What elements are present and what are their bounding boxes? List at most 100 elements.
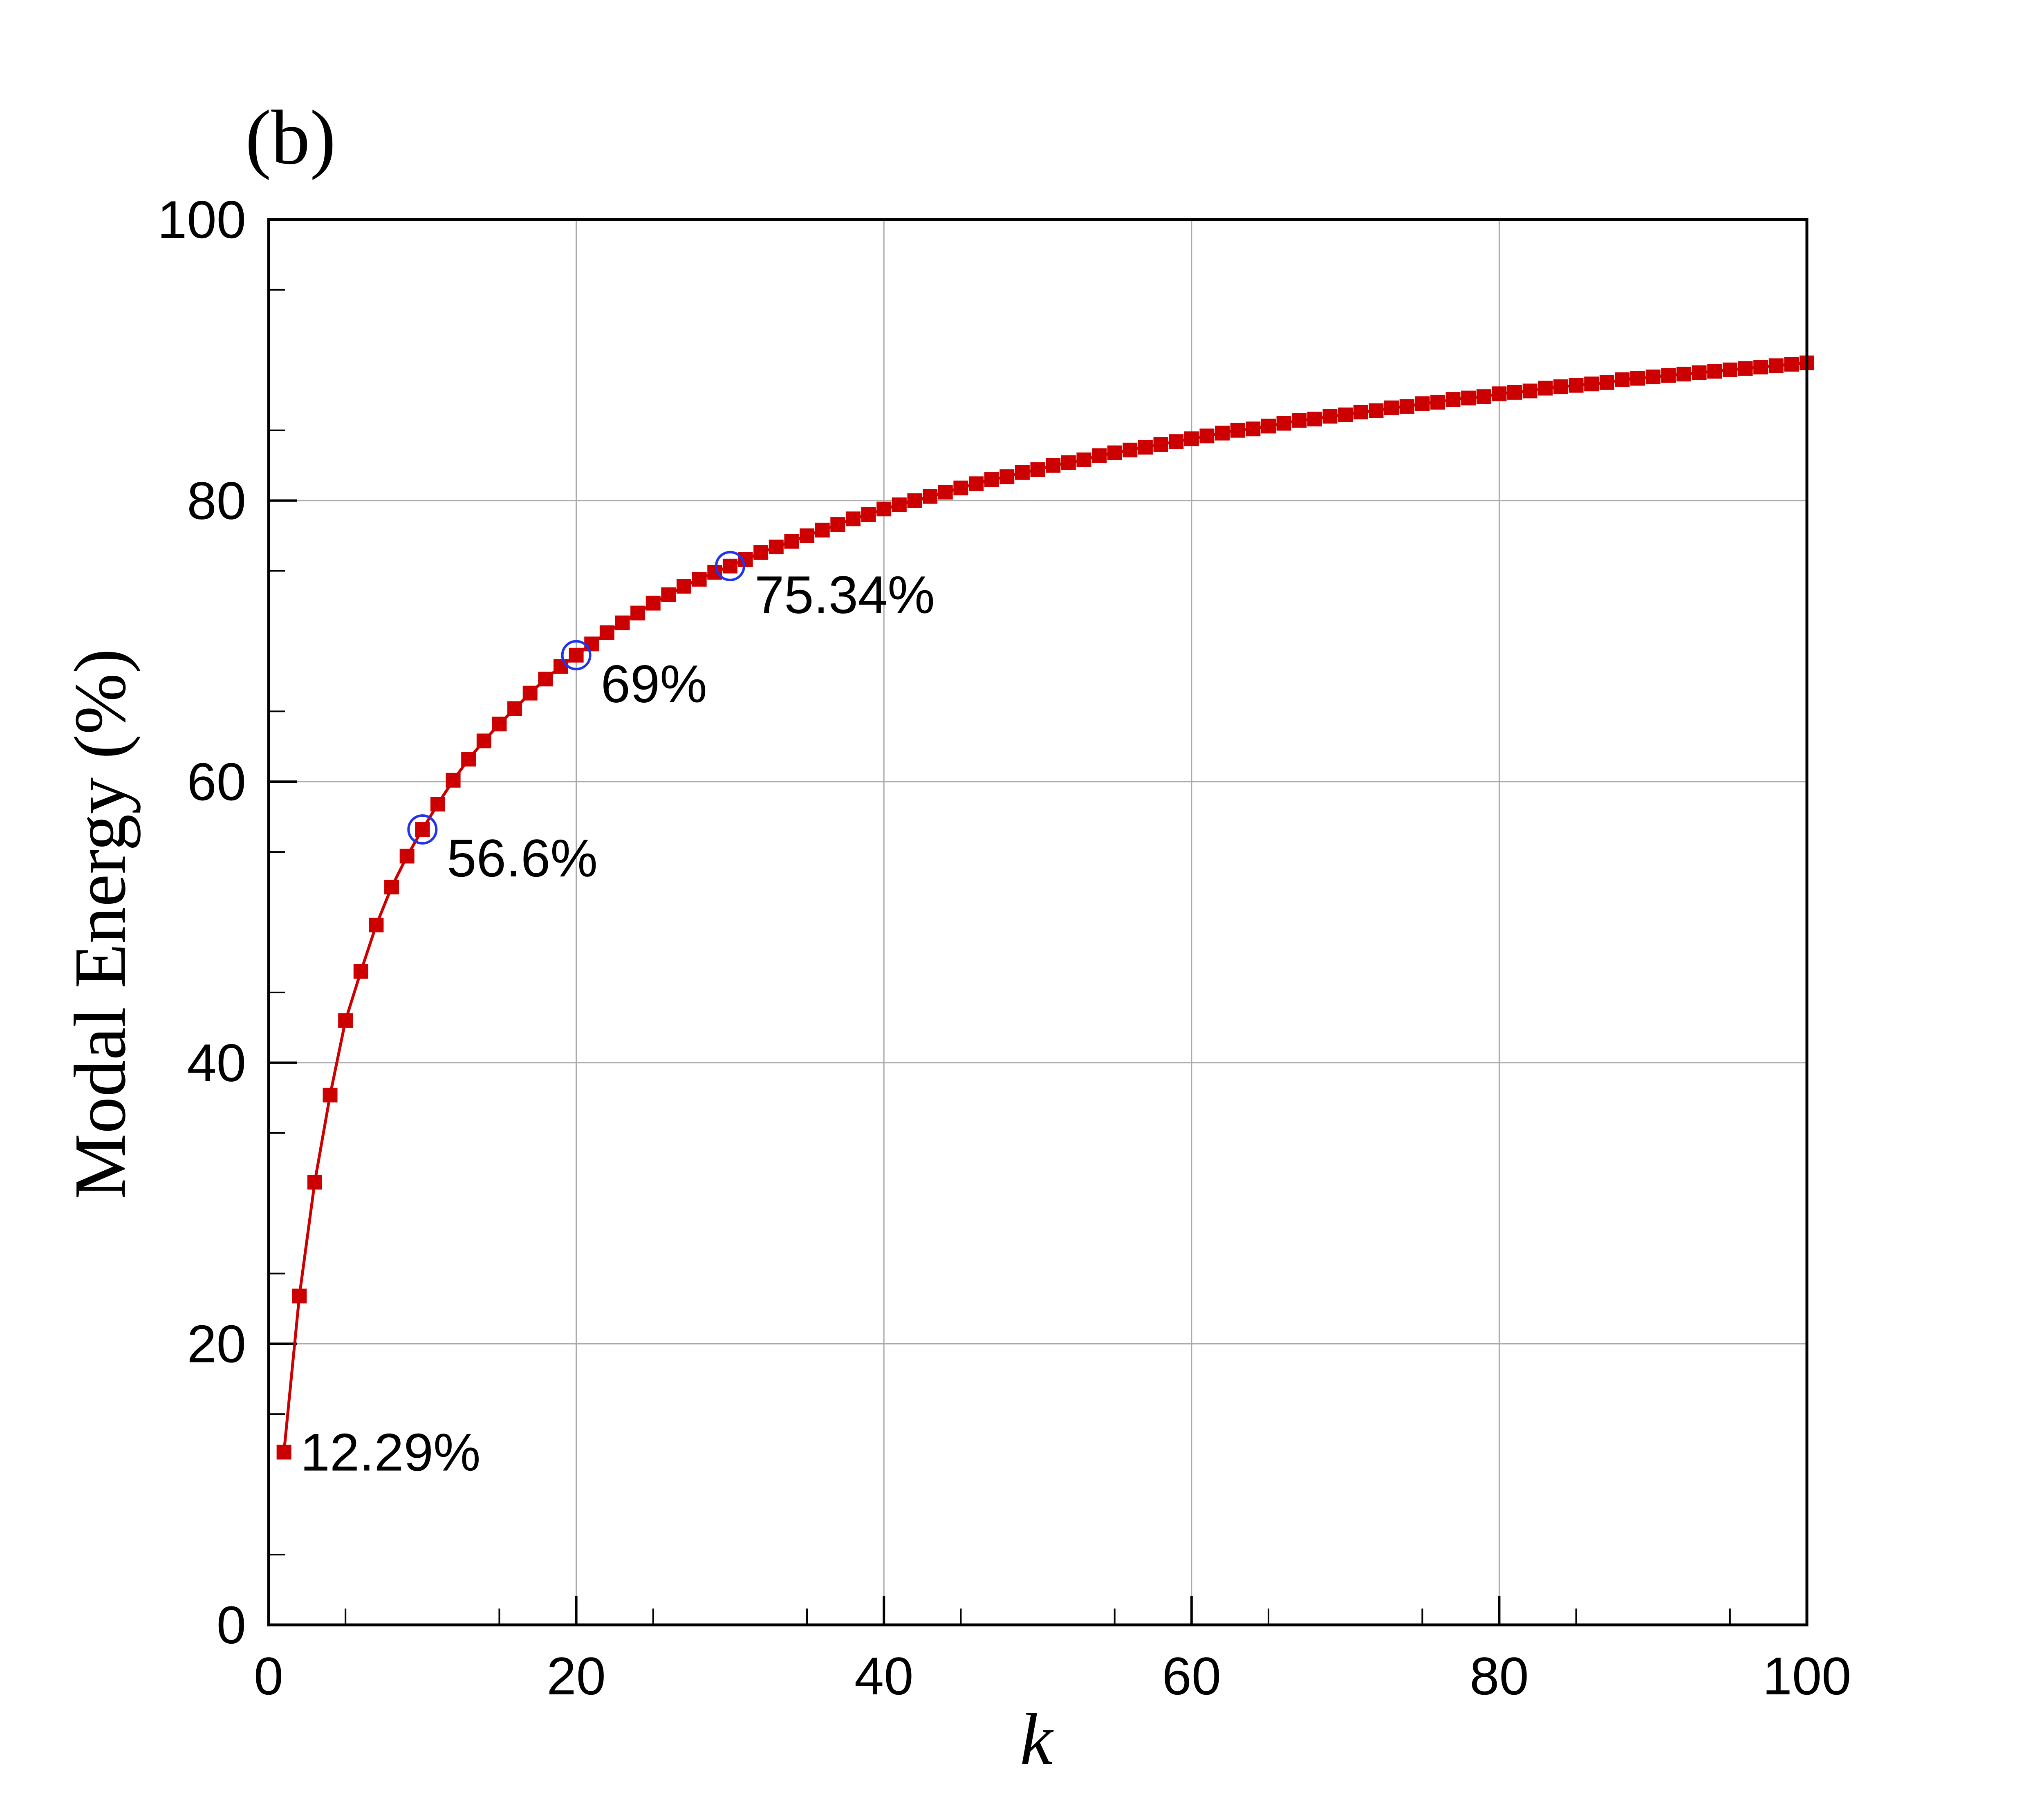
data-point-marker bbox=[1030, 462, 1045, 477]
data-point-marker bbox=[953, 480, 968, 495]
data-point-marker bbox=[446, 773, 461, 788]
data-point-marker bbox=[1768, 358, 1784, 373]
data-point-marker bbox=[1353, 405, 1368, 420]
data-point-marker bbox=[938, 484, 953, 500]
data-point-marker bbox=[522, 686, 538, 701]
data-point-marker bbox=[784, 534, 799, 549]
data-point-marker bbox=[1630, 371, 1645, 386]
data-point-marker bbox=[569, 647, 584, 663]
data-point-marker bbox=[1000, 469, 1015, 484]
data-point-marker bbox=[1092, 448, 1107, 463]
data-point-marker bbox=[1015, 465, 1030, 480]
data-point-marker bbox=[1692, 365, 1707, 380]
data-point-marker bbox=[507, 701, 522, 716]
data-point-marker bbox=[1661, 368, 1676, 383]
data-point-marker bbox=[1215, 426, 1230, 441]
data-point-marker bbox=[476, 733, 491, 748]
data-point-marker bbox=[800, 528, 815, 543]
data-point-marker bbox=[1507, 385, 1522, 400]
data-point-marker bbox=[1415, 396, 1430, 411]
data-point-marker bbox=[645, 596, 661, 611]
data-point-marker bbox=[1645, 370, 1661, 385]
data-point-marker bbox=[1599, 375, 1614, 390]
data-point-marker bbox=[415, 822, 430, 837]
data-series bbox=[276, 355, 1814, 1460]
data-point-marker bbox=[1522, 383, 1537, 399]
x-tick-label: 60 bbox=[1162, 1646, 1221, 1706]
y-axis-label: Modal Energy (%) bbox=[59, 649, 141, 1199]
data-point-marker bbox=[1107, 445, 1122, 460]
plot-frame bbox=[267, 218, 1809, 1627]
data-point-marker bbox=[1184, 431, 1199, 446]
data-point-marker bbox=[1230, 423, 1245, 438]
data-point-marker bbox=[984, 472, 999, 487]
highlight-circle bbox=[561, 640, 592, 670]
panel-label: (b) bbox=[245, 95, 336, 181]
x-tick-label: 20 bbox=[547, 1646, 606, 1706]
data-point-marker bbox=[461, 752, 476, 767]
data-point-marker bbox=[538, 672, 553, 687]
data-point-marker bbox=[492, 717, 507, 732]
y-tick-label: 40 bbox=[187, 1033, 246, 1093]
data-point-marker bbox=[630, 605, 645, 621]
y-tick-label: 0 bbox=[217, 1595, 246, 1655]
data-label: 12.29% bbox=[300, 1422, 481, 1482]
data-point-marker bbox=[292, 1288, 307, 1304]
annotations: 12.29% 56.6% 69% 75.34% bbox=[300, 551, 935, 1482]
data-point-marker bbox=[1307, 412, 1322, 427]
data-point-marker bbox=[1199, 428, 1215, 444]
x-tick-label: 100 bbox=[1763, 1646, 1851, 1706]
data-point-marker bbox=[1399, 399, 1414, 414]
y-tick-label: 80 bbox=[187, 471, 246, 531]
data-point-marker bbox=[1753, 359, 1768, 374]
data-point-marker bbox=[430, 797, 445, 812]
data-point-marker bbox=[738, 552, 753, 567]
x-axis-label: k bbox=[1020, 1698, 1054, 1780]
data-point-marker bbox=[1153, 437, 1168, 452]
data-point-marker bbox=[553, 659, 568, 674]
highlight-circle bbox=[407, 814, 438, 845]
data-point-marker bbox=[1046, 458, 1061, 473]
data-point-marker bbox=[1569, 378, 1584, 393]
data-point-marker bbox=[707, 565, 722, 580]
data-point-marker bbox=[1707, 364, 1722, 379]
data-point-marker bbox=[584, 636, 599, 652]
data-point-marker bbox=[861, 507, 876, 522]
data-point-marker bbox=[1430, 394, 1445, 410]
data-label: 75.34% bbox=[755, 565, 935, 625]
data-point-marker bbox=[661, 587, 676, 602]
data-point-marker bbox=[677, 579, 692, 594]
y-tick-label: 100 bbox=[157, 190, 246, 249]
data-point-marker bbox=[323, 1087, 338, 1102]
data-point-marker bbox=[1461, 390, 1476, 406]
tick-labels: 0 20 40 60 80 100 0 20 40 60 80 100 bbox=[157, 190, 1851, 1706]
data-point-marker bbox=[1615, 372, 1630, 387]
x-tick-label: 0 bbox=[254, 1646, 283, 1706]
y-tick-label: 20 bbox=[187, 1314, 246, 1373]
highlight-circle bbox=[715, 551, 745, 581]
data-point-marker bbox=[845, 511, 861, 527]
data-point-marker bbox=[1538, 381, 1553, 396]
data-point-marker bbox=[1384, 400, 1399, 415]
data-point-marker bbox=[815, 522, 830, 538]
data-point-marker bbox=[692, 572, 707, 587]
data-point-marker bbox=[599, 625, 614, 640]
data-point-marker bbox=[276, 1445, 291, 1460]
data-point-marker bbox=[1123, 442, 1138, 457]
data-point-marker bbox=[1246, 421, 1261, 437]
data-point-marker bbox=[1276, 416, 1291, 431]
data-label: 69% bbox=[601, 654, 707, 714]
data-point-marker bbox=[1169, 434, 1184, 449]
data-point-marker bbox=[1338, 407, 1353, 422]
data-point-marker bbox=[1476, 389, 1491, 404]
data-point-marker bbox=[876, 502, 892, 517]
data-point-marker bbox=[1076, 452, 1091, 467]
data-point-marker bbox=[369, 917, 384, 932]
data-point-marker bbox=[892, 497, 907, 512]
data-point-marker bbox=[1738, 361, 1753, 376]
data-point-marker bbox=[307, 1175, 322, 1190]
data-point-marker bbox=[968, 476, 984, 491]
data-point-marker bbox=[1369, 403, 1384, 418]
